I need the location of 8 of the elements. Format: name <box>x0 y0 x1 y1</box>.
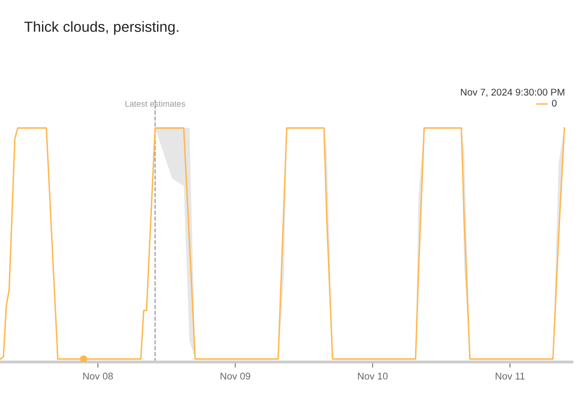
x-tick-label: Nov 08 <box>83 372 113 380</box>
text: Nov 7, 2024 9:30:00 PM <box>460 88 564 97</box>
x-tick-label: Nov 09 <box>220 372 250 380</box>
ref-line-label: Latest estimates <box>125 100 186 107</box>
chart-title: Thick clouds, persisting. <box>24 21 178 35</box>
x-tick-label: Nov 11 <box>496 372 525 380</box>
text: 0 <box>552 100 557 107</box>
x-tick-label: Nov 10 <box>358 372 388 380</box>
